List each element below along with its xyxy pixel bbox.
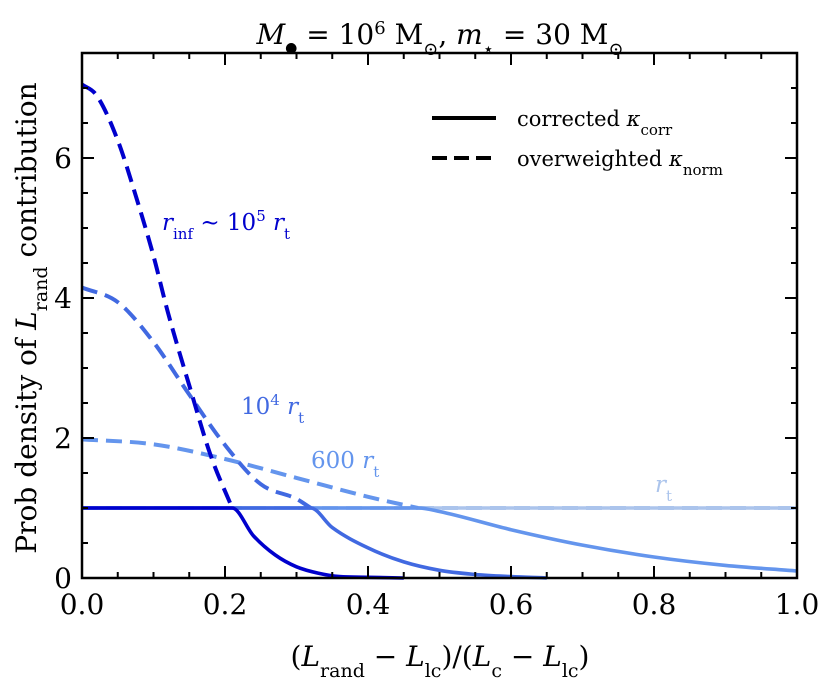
legend-label-overweighted: overweighted κnorm [517,147,723,179]
x-tick-label: 0.2 [203,588,248,621]
x-axis-title: (Lrand − Llc)/(Lc − Llc) [291,640,590,682]
annotation-r-inf: rinf ∼ 105 rt [162,207,290,243]
series-layer [80,82,798,580]
y-axis-title: Prob density of Lrand contribution [10,82,52,553]
x-tick-label: 0.4 [346,588,391,621]
plot-frame [80,51,799,580]
x-tick-label: 0.8 [632,588,677,621]
x-tick-label: 1.0 [775,588,820,621]
legend-label-corrected: corrected κcorr [517,107,673,139]
x-tick-label: 0.6 [489,588,534,621]
legend: corrected κcorr overweighted κnorm [432,107,723,179]
series-2-corrected-line [82,506,547,580]
series-1-overweighted-line [81,437,419,510]
series-3-overweighted-line [80,82,235,509]
series-1-corrected-line [82,506,798,573]
y-tick-label: 2 [54,422,72,455]
annotation-600-rt: 600 rt [311,448,379,481]
y-tick-label: 4 [54,282,72,315]
ticks-layer: 0.0 0.2 0.4 0.6 0.8 1.0 0 2 4 6 [54,53,819,621]
annotation-rt: rt [655,472,672,505]
annotation-1e4-rt: 104 rt [241,391,304,427]
y-tick-label: 0 [54,562,72,595]
x-tick-label: 0.0 [60,588,105,621]
y-tick-label: 6 [54,142,72,175]
